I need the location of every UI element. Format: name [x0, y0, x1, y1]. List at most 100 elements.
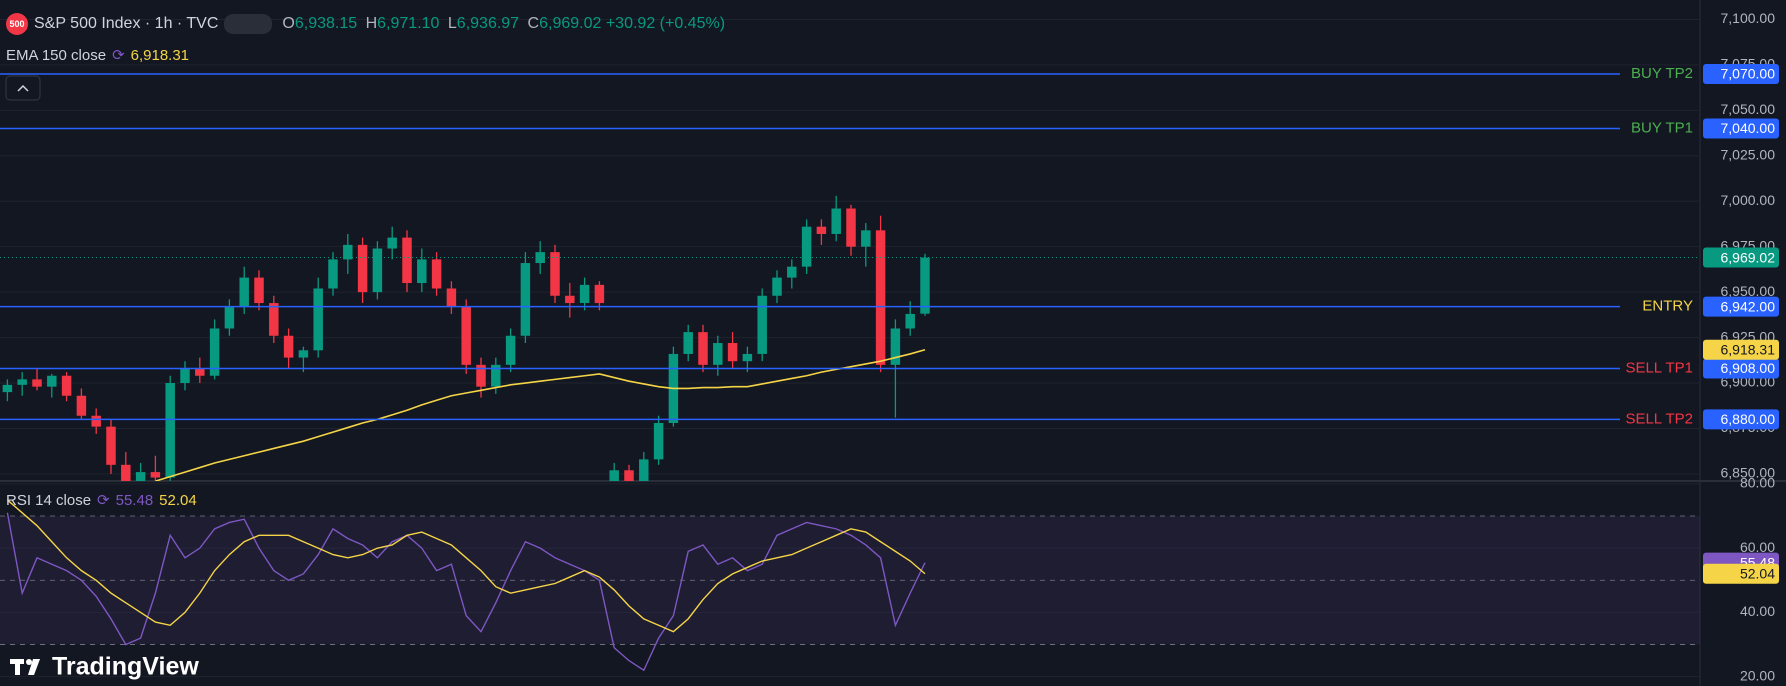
candle-body — [135, 472, 146, 481]
ohlc-value: 6,969.02 — [539, 15, 602, 32]
toggle[interactable] — [224, 14, 273, 34]
candle-body — [106, 426, 116, 465]
candle-body — [239, 277, 249, 307]
level-tag — [1703, 63, 1779, 84]
rsi-legend: RSI 14 close ⟳ 55.48 52.04 — [6, 491, 197, 510]
candle-body — [920, 257, 930, 314]
candle-body — [254, 277, 264, 304]
line — [155, 348, 926, 481]
candle-body — [180, 368, 190, 384]
candle-body — [579, 284, 590, 304]
price-tag-label: 6,969.02 — [1721, 249, 1776, 265]
candle-body — [17, 379, 27, 385]
y-tick-label: 7,050.00 — [1721, 101, 1776, 117]
level-tag-label: 7,040.00 — [1721, 120, 1776, 136]
level-label: SELL TP1 — [1625, 359, 1693, 376]
candle-body — [757, 295, 767, 354]
candle-body — [713, 343, 723, 365]
candle-body — [387, 237, 397, 249]
candle-body — [639, 459, 649, 481]
candle-body — [417, 259, 427, 284]
y-tick-label: 60.00 — [1740, 539, 1775, 555]
symbol-legend: 500 S&P 500 Index · 1h · TVC O6,938.15 H… — [6, 13, 725, 35]
ohlc-value: 6,938.15 — [294, 15, 358, 32]
candle-body — [890, 328, 901, 365]
candle-body — [772, 277, 782, 296]
candle-body — [2, 384, 13, 393]
price-tag-label: 6,918.31 — [1721, 341, 1776, 357]
candle-body — [91, 415, 101, 427]
y-tick-label: 6,850.00 — [1721, 465, 1776, 481]
candle-body — [446, 288, 457, 307]
ohlc-key: H — [365, 15, 378, 32]
y-tick-label: 6,950.00 — [1721, 283, 1776, 299]
ema-value: 6,918.31 — [130, 46, 190, 64]
rsi-ma-value: 52.04 — [159, 491, 197, 509]
candle-body — [846, 208, 856, 247]
ohlc-key: L — [447, 15, 457, 32]
candle-body — [76, 395, 87, 416]
candle-body — [343, 244, 353, 260]
candle-body — [742, 353, 753, 362]
symbol-title[interactable]: S&P 500 Index · 1h · TVC — [34, 15, 219, 32]
candle-body — [905, 313, 915, 329]
price-tag — [1703, 339, 1779, 360]
level-label: BUY TP2 — [1631, 65, 1693, 82]
level-tag — [1703, 118, 1779, 139]
candle-body — [165, 383, 175, 478]
candle-body — [402, 237, 412, 284]
candle-body — [698, 332, 708, 365]
watermark: TradingView — [52, 653, 199, 681]
symbol-badge: 500 — [6, 13, 28, 35]
candle-body — [195, 368, 205, 376]
ohlc-value: 6,936.97 — [456, 15, 520, 32]
ema-legend: EMA 150 close ⟳ 6,918.31 — [6, 46, 190, 65]
axis-layer: 6,850.006,875.006,900.006,925.006,950.00… — [1703, 10, 1779, 683]
candle-body — [61, 375, 72, 396]
candle-body — [32, 379, 42, 387]
level-label: ENTRY — [1642, 298, 1693, 315]
y-tick-label: 20.00 — [1740, 667, 1775, 683]
candle-body — [787, 266, 797, 278]
change: +30.92 (+0.45%) — [605, 15, 726, 32]
candle-body — [653, 423, 664, 460]
candle-body — [861, 230, 871, 247]
candle-body — [283, 335, 294, 358]
candle-body — [150, 472, 161, 478]
level-tag-label: 6,942.00 — [1721, 298, 1776, 314]
candle-body — [816, 226, 827, 234]
candle-body — [476, 364, 486, 387]
candle-body — [269, 303, 279, 336]
rsi-icon: ⟳ — [97, 492, 110, 509]
candle-body — [550, 252, 560, 296]
collapse-button[interactable] — [5, 75, 41, 101]
rsi-name[interactable]: RSI 14 close — [6, 491, 92, 509]
ohlc-value: 6,971.10 — [377, 15, 440, 32]
candle-body — [121, 464, 131, 481]
y-tick-label: 40.00 — [1740, 603, 1775, 619]
watermark-logo — [10, 659, 40, 675]
price-tag — [1703, 563, 1779, 584]
ema-icon: ⟳ — [112, 47, 125, 64]
ema-name[interactable]: EMA 150 close — [6, 46, 107, 64]
ohlc-key: C — [527, 15, 540, 32]
rsi-value: 55.48 — [115, 491, 154, 509]
y-tick-label: 7,000.00 — [1721, 192, 1776, 208]
candle-body — [372, 248, 383, 293]
candle-body — [505, 335, 516, 365]
price-pane: BUY TP2 BUY TP1 ENTRY SELL TP1 SELL TP2 — [0, 18, 1700, 481]
y-tick-label: 7,100.00 — [1721, 10, 1776, 26]
candle-body — [47, 375, 57, 387]
line — [6, 499, 926, 633]
y-tick-label: 7,025.00 — [1721, 146, 1776, 162]
candle-body — [594, 284, 605, 304]
candle-body — [328, 259, 338, 289]
collapse-icon — [17, 84, 29, 92]
level-tag-label: 7,070.00 — [1721, 66, 1776, 82]
candle-body — [875, 230, 886, 365]
candle-body — [461, 306, 471, 365]
candle-body — [727, 343, 738, 362]
level-tag — [1703, 409, 1779, 430]
price-tag-label: 52.04 — [1740, 565, 1775, 581]
